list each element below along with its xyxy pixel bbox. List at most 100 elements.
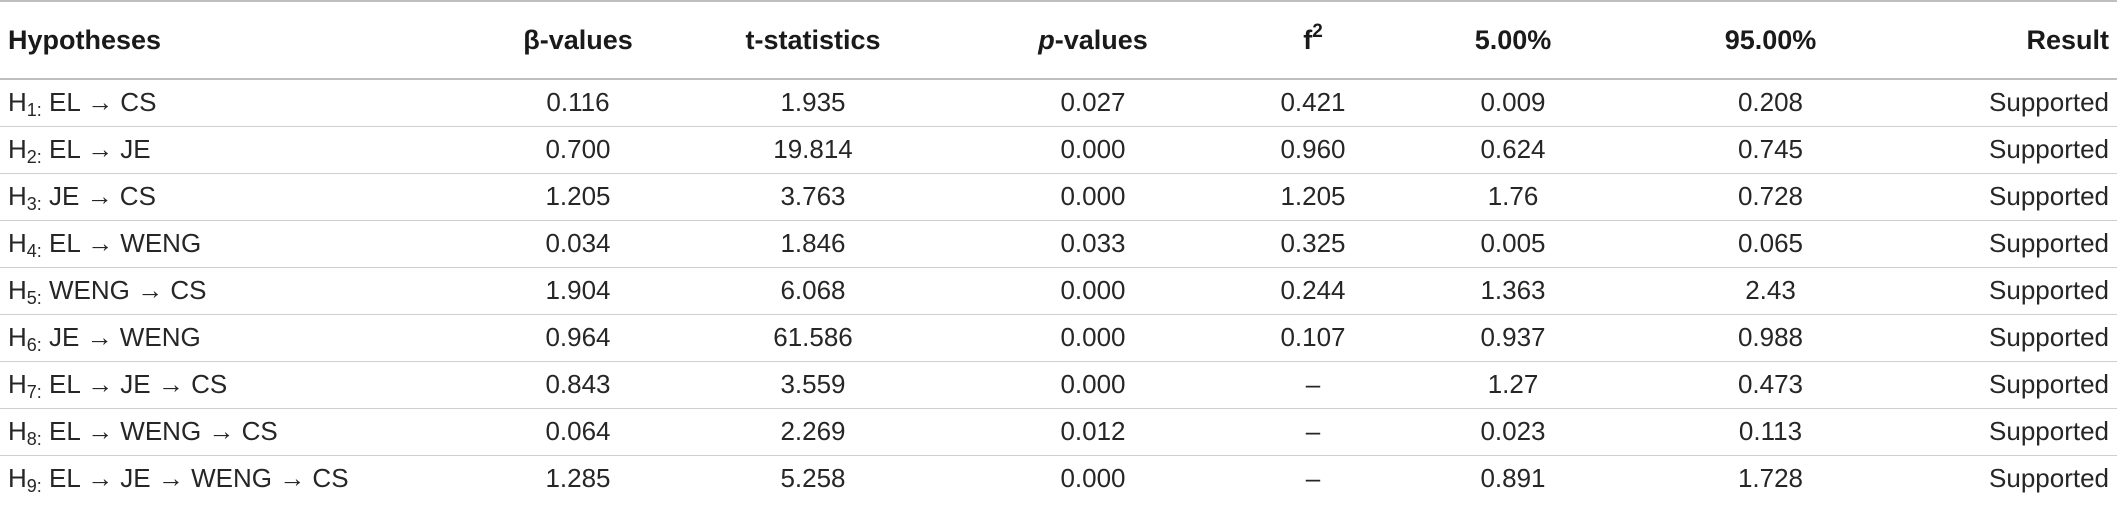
cell-ci-lower: 0.009 (1480, 87, 1546, 118)
cell-beta-value: 0.964 (545, 322, 611, 352)
header-t-statistics: t-statistics (745, 24, 881, 55)
hypothesis-number: 4: (26, 241, 42, 261)
cell-p-value: 0.027 (1060, 87, 1126, 118)
cell-ci-upper: 1.728 (1737, 463, 1804, 494)
table-row: H2: EL → JE 0.700 19.814 0.000 0.960 0.624 0.7… (0, 126, 2117, 173)
cell-ci-upper: 0.988 (1737, 322, 1804, 352)
cell-p-value: 0.000 (1060, 369, 1126, 399)
cell-ci-upper: 0.473 (1737, 369, 1804, 399)
cell-result: Supported (1989, 228, 2109, 258)
hypothesis-letter: H (8, 416, 27, 446)
cell-f-squared: 0.960 (1280, 134, 1346, 164)
cell-f-squared: 1.205 (1280, 181, 1346, 211)
hypothesis-letter: H (8, 463, 27, 494)
hypothesis-path: EL → JE (41, 134, 151, 164)
cell-ci-upper: 0.065 (1737, 228, 1804, 258)
cell-t-statistic: 5.258 (780, 463, 846, 494)
cell-result: Supported (1989, 322, 2109, 352)
cell-p-value: 0.000 (1060, 181, 1126, 211)
cell-f-squared: – (1305, 369, 1321, 399)
cell-t-statistic: 19.814 (773, 134, 853, 164)
cell-ci-lower: 0.005 (1480, 228, 1546, 258)
hypothesis-path: EL → JE → WENG → CS (41, 463, 349, 494)
cell-p-value: 0.000 (1060, 463, 1126, 494)
table-row: H4: EL → WENG 0.034 1.846 0.033 0.325 0.005 0.… (0, 220, 2117, 267)
table-row: H7: EL → JE → CS 0.843 3.559 0.000 – 1.27 0.47… (0, 361, 2117, 408)
header-f-superscript: 2 (1312, 20, 1323, 42)
hypothesis-number: 1: (26, 100, 42, 121)
table-row: H3: JE → CS 1.205 3.763 0.000 1.205 1.76 0.728… (0, 173, 2117, 220)
table-row: H9: EL → JE → WENG → CS 1.285 5.258 0.000 – 0… (0, 455, 2117, 502)
cell-result: Supported (1989, 181, 2109, 211)
hypothesis-path: WENG → CS (41, 275, 207, 305)
header-p-letter: p (1038, 24, 1055, 55)
cell-beta-value: 0.700 (545, 134, 611, 164)
cell-p-value: 0.033 (1060, 228, 1126, 258)
cell-hypothesis: H1: EL → CS (0, 79, 478, 126)
header-ci-upper: 95.00% (1724, 24, 1817, 55)
hypothesis-letter: H (8, 275, 27, 305)
cell-hypothesis: H7: EL → JE → CS (0, 361, 478, 408)
cell-ci-lower: 1.363 (1480, 275, 1546, 305)
cell-t-statistic: 3.559 (780, 369, 846, 399)
cell-ci-lower: 0.624 (1480, 134, 1546, 164)
cell-t-statistic: 3.763 (780, 181, 846, 211)
cell-f-squared: – (1305, 416, 1321, 446)
cell-hypothesis: H2: EL → JE (0, 126, 478, 173)
cell-t-statistic: 1.935 (780, 87, 846, 118)
hypothesis-number: 8: (26, 429, 42, 449)
cell-f-squared: – (1305, 463, 1321, 494)
cell-f-squared: 0.325 (1280, 228, 1346, 258)
cell-ci-lower: 0.891 (1480, 463, 1546, 494)
hypothesis-letter: H (8, 322, 27, 352)
cell-ci-upper: 0.208 (1737, 87, 1804, 118)
cell-f-squared: 0.244 (1280, 275, 1346, 305)
table-body: H1: EL → CS 0.116 1.935 0.027 0.421 0.009 0.20… (0, 79, 2117, 502)
cell-t-statistic: 6.068 (780, 275, 846, 305)
cell-hypothesis: H6: JE → WENG (0, 314, 478, 361)
header-ci-lower: 5.00% (1474, 24, 1552, 55)
cell-ci-upper: 0.745 (1737, 134, 1804, 164)
cell-ci-lower: 0.023 (1480, 416, 1546, 446)
cell-result: Supported (1989, 87, 2109, 118)
cell-p-value: 0.000 (1060, 134, 1126, 164)
cell-t-statistic: 61.586 (773, 322, 853, 352)
cell-beta-value: 1.904 (545, 275, 611, 305)
header-row: Hypotheses β-values t-statistics p-value… (0, 1, 2117, 79)
cell-hypothesis: H5: WENG → CS (0, 267, 478, 314)
header-beta-values: β-values (523, 24, 633, 55)
hypothesis-path: EL → WENG → CS (41, 416, 278, 446)
header-result: Result (2026, 24, 2109, 55)
hypothesis-letter: H (8, 369, 27, 399)
hypothesis-number: 2: (26, 147, 42, 167)
cell-ci-upper: 0.113 (1738, 416, 1803, 446)
cell-ci-lower: 0.937 (1480, 322, 1546, 352)
cell-t-statistic: 2.269 (780, 416, 846, 446)
cell-result: Supported (1989, 134, 2109, 164)
header-p-suffix: -values (1054, 24, 1148, 55)
hypothesis-path: JE → CS (41, 181, 156, 211)
cell-hypothesis: H9: EL → JE → WENG → CS (0, 455, 478, 502)
header-hypotheses: Hypotheses (8, 24, 162, 55)
hypothesis-path: EL → CS (41, 87, 157, 118)
cell-t-statistic: 1.846 (780, 228, 846, 258)
hypothesis-path: EL → JE → CS (41, 369, 228, 399)
cell-beta-value: 1.205 (545, 181, 611, 211)
header-f-letter: f (1303, 24, 1313, 55)
cell-result: Supported (1989, 463, 2109, 494)
cell-f-squared: 0.107 (1280, 322, 1346, 352)
hypothesis-path: EL → WENG (41, 228, 202, 258)
cell-result: Supported (1989, 369, 2109, 399)
table-header: Hypotheses β-values t-statistics p-value… (0, 1, 2117, 79)
hypothesis-number: 7: (26, 382, 42, 402)
header-f-squared: f2 (1238, 1, 1388, 79)
table-row: H6: JE → WENG 0.964 61.586 0.000 0.107 0.937 0… (0, 314, 2117, 361)
cell-ci-lower: 1.76 (1487, 181, 1539, 211)
cell-beta-value: 0.064 (545, 416, 611, 446)
header-p-values: p-values (948, 1, 1238, 79)
cell-f-squared: 0.421 (1280, 87, 1346, 118)
hypothesis-letter: H (8, 181, 27, 211)
hypothesis-path: JE → WENG (41, 322, 201, 352)
